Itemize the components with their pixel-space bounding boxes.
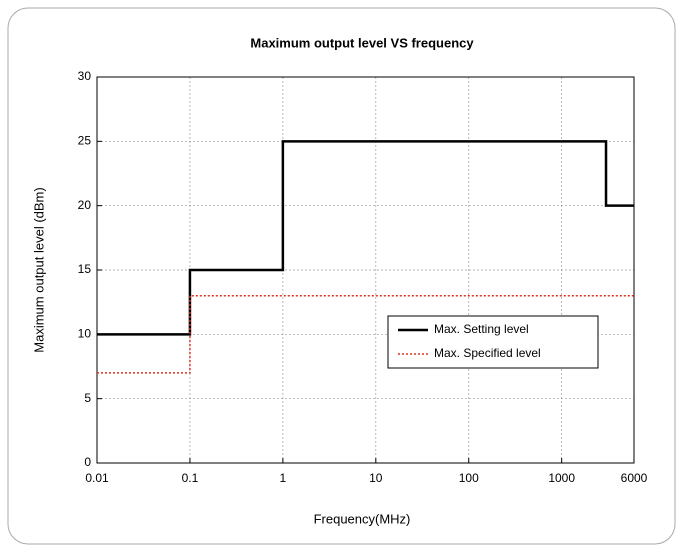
series-line [97,294,634,374]
x-tick-label: 0.01 [85,471,109,485]
x-tick-label: 6000 [621,471,648,485]
y-tick-label: 15 [78,262,92,276]
x-tick-label: 100 [459,471,479,485]
y-tick-label: 10 [78,327,92,341]
x-tick-label: 1000 [548,471,575,485]
x-tick-label: 10 [369,471,383,485]
y-tick-label: 20 [78,198,92,212]
x-tick-label: 0.1 [182,471,199,485]
x-tick-label: 1 [280,471,287,485]
x-axis-label: Frequency(MHz) [314,511,411,526]
legend-box [387,315,599,369]
plot-border [96,76,635,464]
y-axis-label: Maximum output level (dBm) [31,187,46,352]
frame [7,7,676,545]
series-line [97,140,634,336]
y-tick-label: 5 [84,391,91,405]
y-tick-label: 25 [78,134,92,148]
y-tick-label: 0 [84,455,91,469]
chart-title: Maximum output level VS frequency [250,35,474,50]
legend-label: Max. Setting level [434,322,529,336]
legend-label: Max. Specified level [434,346,541,360]
y-tick-label: 30 [78,69,92,83]
